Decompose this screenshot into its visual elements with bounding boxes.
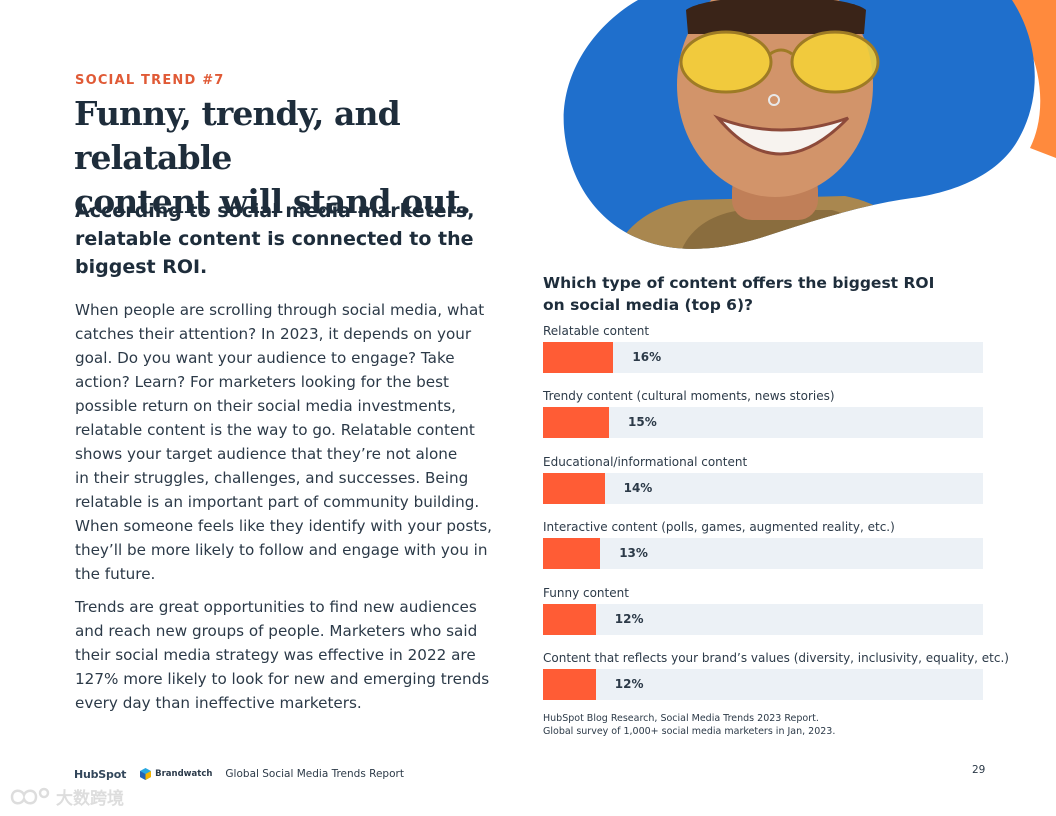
watermark-logo-icon (10, 787, 50, 804)
body-text-line: catches their attention? In 2023, it dep… (75, 325, 472, 343)
body-text-line: Trends are great opportunities to find n… (75, 598, 477, 616)
body-text-line: possible return on their social media in… (75, 397, 456, 415)
bar (543, 669, 596, 700)
body-text-line: action? Learn? For marketers looking for… (75, 373, 449, 391)
watermark: 大数跨境 (8, 784, 124, 809)
headline: Funny, trendy, and relatable content wil… (74, 92, 544, 224)
bar (543, 407, 609, 439)
bar-row: Interactive content (polls, games, augme… (543, 520, 983, 578)
body-text-line: their social media strategy was effectiv… (75, 646, 476, 664)
bar-row: Funny content 12% (543, 586, 983, 644)
bar-track: 12% (543, 603, 983, 635)
bar-track: 13% (543, 538, 983, 570)
bar (543, 342, 614, 373)
bar-track: 12% (543, 669, 983, 700)
brandwatch-logo: Brandwatch (155, 769, 213, 779)
bar-row: Relatable content 16% (543, 324, 983, 382)
bar-value-label: 15% (628, 415, 657, 430)
footer-report-title: Global Social Media Trends Report (225, 768, 404, 780)
body-text-line: they’ll be more likely to follow and eng… (75, 541, 488, 559)
bar (543, 472, 605, 504)
brandwatch-logo-icon (140, 768, 152, 780)
footer: HubSpot Brandwatch Global Social Media T… (74, 764, 404, 784)
page-number: 29 (972, 764, 986, 776)
body-text-line: the future. (75, 565, 156, 583)
hero-photo (560, 0, 1056, 260)
subheading-line: biggest ROI. (75, 256, 208, 278)
body-text-line: shows your target audience that they’re … (75, 445, 458, 463)
headline-line: Funny, trendy, and relatable (74, 94, 401, 177)
bar-category-label: Interactive content (polls, games, augme… (543, 520, 895, 535)
body-text-line: and reach new groups of people. Marketer… (75, 622, 478, 640)
bar-value-label: 16% (632, 350, 662, 364)
bar-row: Content that reflects your brand’s value… (543, 651, 1009, 709)
body-text-line: in their struggles, challenges, and succ… (75, 469, 469, 487)
chart-title-line: Which type of content offers the biggest… (543, 274, 935, 292)
chart-title-line: on social media (top 6)? (543, 296, 754, 314)
body-text-line: goal. Do you want your audience to engag… (75, 349, 455, 367)
bar-value-label: 12% (614, 677, 644, 691)
body-text-line: 127% more likely to look for new and eme… (75, 670, 490, 688)
hubspot-logo: HubSpot (74, 767, 127, 781)
bar-category-label: Trendy content (cultural moments, news s… (543, 389, 835, 404)
bar-value-label: 12% (614, 611, 644, 626)
subheading: According to social media marketers, rel… (75, 197, 505, 281)
bar (543, 603, 596, 635)
bar-value-label: 13% (619, 546, 648, 561)
bar-row: Trendy content (cultural moments, news s… (543, 389, 983, 447)
body-text-line: relatable content is the way to go. Rela… (75, 421, 475, 439)
section-kicker: SOCIAL TREND #7 (75, 73, 225, 88)
body-paragraph-1: When people are scrolling through social… (75, 298, 495, 586)
bar-track: 16% (543, 342, 983, 373)
source-line: HubSpot Blog Research, Social Media Tren… (543, 713, 819, 724)
bar-row: Educational/informational content 14% (543, 455, 983, 513)
body-text-line: relatable is an important part of commun… (75, 493, 480, 511)
body-paragraph-2: Trends are great opportunities to find n… (75, 595, 495, 715)
subheading-line: According to social media marketers, (75, 200, 475, 222)
bar-track: 15% (543, 407, 983, 439)
body-text-line: When someone feels like they identify wi… (75, 517, 492, 535)
bar-track: 14% (543, 472, 983, 504)
body-text-line: every day than ineffective marketers. (75, 694, 362, 712)
watermark-text: 大数跨境 (56, 789, 124, 809)
bar-category-label: Content that reflects your brand’s value… (543, 651, 1009, 665)
chart-source-note: HubSpot Blog Research, Social Media Tren… (543, 712, 835, 738)
bar-value-label: 14% (623, 480, 653, 495)
source-line: Global survey of 1,000+ social media mar… (543, 726, 836, 737)
body-text-line: When people are scrolling through social… (75, 301, 485, 319)
headline-line: content will stand out. (74, 182, 471, 221)
bar (543, 538, 601, 570)
bar-category-label: Relatable content (543, 324, 650, 338)
bar-category-label: Educational/informational content (543, 454, 748, 469)
subheading-line: relatable content is connected to the (75, 228, 474, 250)
bar-category-label: Funny content (543, 585, 629, 600)
chart-title: Which type of content offers the biggest… (543, 272, 943, 316)
